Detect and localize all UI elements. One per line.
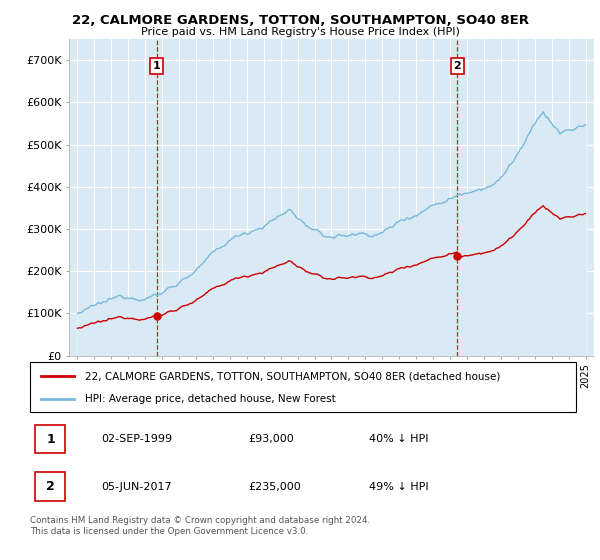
Text: 22, CALMORE GARDENS, TOTTON, SOUTHAMPTON, SO40 8ER (detached house): 22, CALMORE GARDENS, TOTTON, SOUTHAMPTON… <box>85 371 500 381</box>
Text: £93,000: £93,000 <box>248 434 294 444</box>
Text: 1: 1 <box>152 61 160 71</box>
Text: HPI: Average price, detached house, New Forest: HPI: Average price, detached house, New … <box>85 394 335 404</box>
FancyBboxPatch shape <box>30 362 576 412</box>
Text: Contains HM Land Registry data © Crown copyright and database right 2024.
This d: Contains HM Land Registry data © Crown c… <box>30 516 370 536</box>
Text: 49% ↓ HPI: 49% ↓ HPI <box>368 482 428 492</box>
Text: 40% ↓ HPI: 40% ↓ HPI <box>368 434 428 444</box>
Text: Price paid vs. HM Land Registry's House Price Index (HPI): Price paid vs. HM Land Registry's House … <box>140 27 460 37</box>
Text: 22, CALMORE GARDENS, TOTTON, SOUTHAMPTON, SO40 8ER: 22, CALMORE GARDENS, TOTTON, SOUTHAMPTON… <box>71 14 529 27</box>
FancyBboxPatch shape <box>35 425 65 454</box>
Text: 02-SEP-1999: 02-SEP-1999 <box>101 434 172 444</box>
Text: 2: 2 <box>454 61 461 71</box>
Text: 2: 2 <box>46 480 55 493</box>
FancyBboxPatch shape <box>35 473 65 501</box>
Text: £235,000: £235,000 <box>248 482 301 492</box>
Text: 1: 1 <box>46 432 55 446</box>
Text: 05-JUN-2017: 05-JUN-2017 <box>101 482 172 492</box>
